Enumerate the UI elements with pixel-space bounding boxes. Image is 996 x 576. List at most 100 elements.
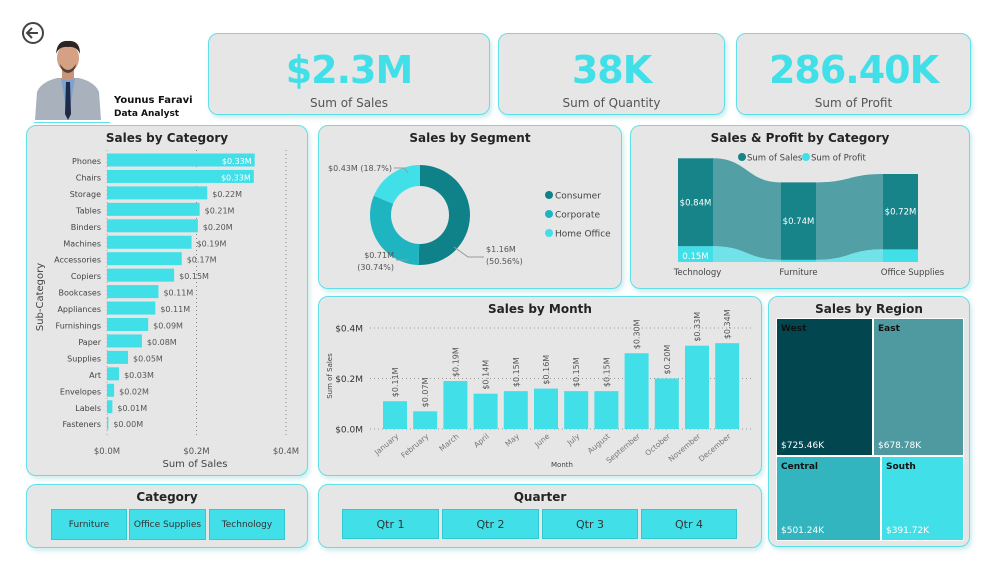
data-label: $0.14M: [482, 360, 491, 390]
category-label: Fasteners: [63, 420, 101, 429]
sales-by-category-card: Sales by Category: [26, 125, 308, 476]
data-label: $0.17M: [187, 256, 217, 265]
slicer-option-qtr4[interactable]: Qtr 4: [641, 509, 737, 539]
data-label: $0.84M: [680, 198, 712, 208]
legend-label: Sum of Sales: [747, 154, 803, 164]
category-label: Appliances: [57, 305, 101, 314]
sales-ribbon: [816, 174, 883, 260]
chart-title: Sales by Month: [488, 302, 592, 316]
x-tick-label: February: [399, 431, 431, 460]
sales-ribbon: [713, 158, 781, 260]
profile-name: Younus Faravi: [114, 95, 193, 106]
chart-title: Sales by Region: [815, 302, 923, 316]
legend-label: Consumer: [555, 192, 601, 202]
bar: [654, 378, 679, 429]
sales-segment: [781, 182, 816, 260]
donut-slice: [370, 195, 420, 265]
chart-title: Sales & Profit by Category: [710, 131, 890, 145]
x-tick-label: June: [532, 431, 551, 449]
bar: [107, 318, 149, 331]
category-label: Binders: [71, 223, 101, 232]
category-label: Tables: [75, 206, 101, 215]
legend-marker: [545, 229, 553, 237]
kpi-card-sales: $2.3M Sum of Sales: [208, 33, 490, 115]
data-label: $0.07M: [421, 377, 430, 407]
bar: [624, 353, 649, 429]
slicer-option-qtr3[interactable]: Qtr 3: [542, 509, 638, 539]
data-label: $0.33M: [222, 157, 252, 166]
category-label: Office Supplies: [881, 268, 945, 278]
data-label: $0.11M: [391, 367, 400, 397]
header-underline: [34, 122, 110, 123]
treemap-tile-south[interactable]: South $391.72K: [881, 456, 964, 541]
bar: [534, 388, 558, 429]
kpi-card-quantity: 38K Sum of Quantity: [498, 33, 725, 115]
data-label: $0.20M: [203, 223, 233, 232]
y-tick-label: $0.4M: [335, 325, 363, 335]
category-label: Storage: [70, 190, 101, 199]
data-label: $0.34M: [723, 309, 732, 339]
bar: [383, 401, 407, 429]
profit-ribbon: [816, 249, 883, 262]
category-label: Art: [89, 371, 101, 380]
data-label: $0.05M: [133, 354, 163, 363]
x-tick-label: $0.4M: [273, 447, 299, 457]
x-axis-title: Month: [551, 461, 573, 469]
data-label: $0.19M: [197, 239, 227, 248]
y-axis-title: Sub-Category: [35, 263, 46, 331]
data-label: $0.72M: [885, 208, 917, 218]
slicer-option-furniture[interactable]: Furniture: [51, 509, 127, 540]
slicer-option-technology[interactable]: Technology: [209, 509, 285, 540]
sales-by-month-chart: $0.0M $0.2M $0.4M $0.11M January $0.07M Februa…: [326, 309, 752, 469]
back-arrow-icon[interactable]: [21, 21, 45, 45]
donut-slice: [373, 165, 420, 204]
bar: [107, 301, 156, 315]
category-label: Bookcases: [59, 289, 101, 298]
treemap-tile-west[interactable]: West $725.46K: [776, 318, 873, 456]
bar: [503, 391, 528, 429]
tile-label: West: [781, 324, 807, 334]
x-tick-label: September: [604, 431, 642, 465]
bar: [715, 343, 740, 429]
data-label: $0.08M: [147, 338, 177, 347]
data-label: $0.71M: [364, 251, 394, 260]
profit-segment: [883, 249, 918, 262]
data-label: (30.74%): [357, 263, 394, 272]
y-axis-title: Sum of Sales: [326, 353, 334, 399]
data-label: $0.09M: [153, 322, 183, 331]
y-tick-label: $0.0M: [335, 426, 363, 436]
legend-label: Corporate: [555, 211, 600, 221]
sales-by-segment-card: Sales by Segment: [318, 125, 622, 289]
slicer-option-office-supplies[interactable]: Office Supplies: [129, 509, 206, 540]
bar: [107, 153, 255, 167]
bar: [107, 202, 200, 216]
data-label: $0.02M: [119, 387, 149, 396]
y-tick-label: $0.2M: [335, 375, 363, 385]
treemap-tile-east[interactable]: East $678.78K: [873, 318, 964, 456]
category-label: Accessories: [54, 256, 101, 265]
slicer-option-qtr2[interactable]: Qtr 2: [442, 509, 539, 539]
category-label: Chairs: [76, 173, 101, 182]
x-tick-label: $0.0M: [94, 447, 120, 457]
x-axis-title: Sum of Sales: [162, 459, 227, 470]
data-label: $0.16M: [542, 355, 551, 385]
data-label: $0.20M: [663, 345, 672, 375]
data-label: $0.11M: [160, 305, 190, 314]
data-label: $0.33M: [693, 312, 702, 342]
bar: [473, 393, 498, 429]
tile-label: South: [886, 462, 916, 472]
tile-value: $725.46K: [781, 441, 825, 451]
slicer-option-qtr1[interactable]: Qtr 1: [342, 509, 439, 539]
treemap-tile-central[interactable]: Central $501.24K: [776, 456, 881, 541]
kpi-value: 38K: [571, 48, 652, 92]
bar: [107, 416, 109, 430]
slicer-title: Quarter: [513, 490, 567, 504]
tile-label: East: [878, 324, 900, 334]
sales-segment: [678, 158, 713, 247]
chart-title: Sales by Category: [105, 131, 229, 145]
data-label: $0.15M: [602, 357, 611, 387]
x-tick-label: $0.2M: [183, 447, 209, 457]
sales-profit-ribbon-chart: Sum of Sales Sum of Profit $0.84M 0.15M Tech…: [673, 153, 945, 278]
kpi-value: 286.40K: [768, 48, 939, 92]
data-label: $1.16M: [486, 245, 516, 254]
